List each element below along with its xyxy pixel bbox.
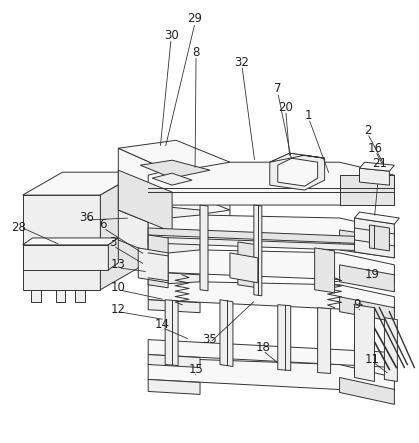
- Text: 30: 30: [164, 29, 178, 42]
- Polygon shape: [238, 242, 258, 288]
- Text: 21: 21: [372, 157, 387, 170]
- Polygon shape: [148, 228, 394, 245]
- Polygon shape: [148, 250, 394, 282]
- Polygon shape: [200, 205, 208, 291]
- Text: 35: 35: [203, 333, 217, 346]
- Polygon shape: [31, 290, 41, 302]
- Polygon shape: [101, 172, 140, 290]
- Polygon shape: [339, 175, 394, 205]
- Polygon shape: [23, 195, 101, 290]
- Polygon shape: [118, 170, 172, 232]
- Text: 18: 18: [256, 341, 270, 354]
- Polygon shape: [23, 245, 109, 270]
- Polygon shape: [152, 173, 192, 185]
- Polygon shape: [148, 360, 394, 392]
- Polygon shape: [118, 210, 148, 252]
- Polygon shape: [148, 300, 200, 313]
- Polygon shape: [370, 225, 389, 251]
- Polygon shape: [339, 377, 394, 404]
- Text: 9: 9: [353, 298, 360, 311]
- Polygon shape: [140, 160, 210, 178]
- Text: 13: 13: [111, 258, 126, 272]
- Text: 14: 14: [155, 318, 170, 331]
- Text: 2: 2: [364, 124, 371, 137]
- Polygon shape: [354, 305, 375, 381]
- Polygon shape: [148, 205, 200, 225]
- Polygon shape: [270, 153, 325, 162]
- Polygon shape: [354, 212, 399, 224]
- Polygon shape: [55, 290, 65, 302]
- Text: 32: 32: [235, 56, 249, 69]
- Text: 6: 6: [100, 218, 107, 232]
- Polygon shape: [278, 305, 291, 370]
- Polygon shape: [148, 215, 394, 250]
- Polygon shape: [23, 172, 140, 195]
- Polygon shape: [360, 162, 394, 171]
- Polygon shape: [148, 162, 394, 205]
- Polygon shape: [230, 253, 258, 283]
- Polygon shape: [270, 153, 325, 190]
- Polygon shape: [278, 158, 318, 186]
- Polygon shape: [75, 290, 85, 302]
- Text: 15: 15: [189, 363, 204, 376]
- Polygon shape: [148, 272, 200, 288]
- Text: 20: 20: [278, 101, 293, 114]
- Polygon shape: [354, 218, 394, 258]
- Text: 7: 7: [274, 82, 282, 95]
- Polygon shape: [118, 148, 230, 232]
- Text: 8: 8: [192, 46, 200, 59]
- Polygon shape: [148, 240, 200, 258]
- Text: 3: 3: [110, 237, 117, 249]
- Polygon shape: [254, 205, 262, 296]
- Polygon shape: [148, 354, 200, 368]
- Text: 11: 11: [365, 353, 380, 366]
- Polygon shape: [118, 198, 230, 222]
- Polygon shape: [220, 300, 233, 366]
- Polygon shape: [318, 308, 331, 373]
- Text: 19: 19: [365, 268, 380, 281]
- Polygon shape: [148, 235, 168, 288]
- Polygon shape: [148, 237, 394, 252]
- Text: 29: 29: [188, 12, 202, 25]
- Text: 12: 12: [111, 303, 126, 316]
- Polygon shape: [109, 238, 118, 270]
- Polygon shape: [339, 230, 394, 258]
- Polygon shape: [384, 318, 397, 381]
- Polygon shape: [148, 380, 200, 394]
- Text: 1: 1: [305, 109, 313, 122]
- Polygon shape: [118, 140, 230, 172]
- Polygon shape: [339, 297, 394, 322]
- Text: 16: 16: [368, 142, 383, 155]
- Text: 28: 28: [11, 222, 26, 234]
- Polygon shape: [315, 248, 335, 293]
- Polygon shape: [138, 248, 168, 283]
- Polygon shape: [165, 300, 178, 365]
- Polygon shape: [357, 312, 370, 378]
- Polygon shape: [360, 168, 389, 185]
- Polygon shape: [148, 340, 394, 368]
- Polygon shape: [339, 265, 394, 292]
- Text: 10: 10: [111, 281, 126, 294]
- Text: 36: 36: [79, 210, 94, 224]
- Polygon shape: [148, 282, 394, 312]
- Polygon shape: [23, 238, 118, 245]
